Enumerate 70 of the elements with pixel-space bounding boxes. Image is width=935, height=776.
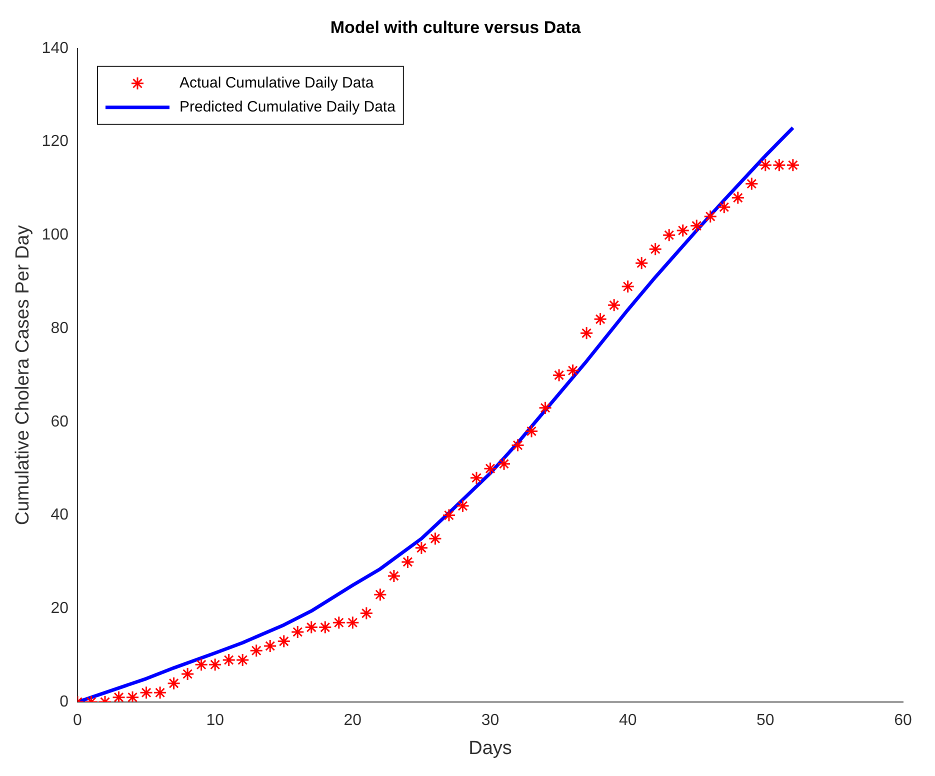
y-tick-label: 20 (50, 600, 69, 618)
x-tick-label: 20 (344, 712, 362, 730)
point (236, 653, 250, 667)
point (290, 625, 304, 639)
point (414, 541, 428, 555)
point (594, 312, 608, 326)
point (180, 667, 194, 681)
point (194, 658, 208, 672)
point (153, 686, 167, 700)
point (607, 298, 621, 312)
point (277, 634, 291, 648)
point (332, 616, 346, 630)
point (208, 658, 222, 672)
x-tick-label: 0 (73, 712, 82, 730)
point (621, 280, 635, 294)
y-tick-label: 0 (60, 693, 69, 710)
legend-label: Actual Cumulative Daily Data (179, 74, 374, 92)
point (400, 555, 414, 569)
point (511, 438, 525, 452)
point (222, 653, 236, 667)
point (786, 158, 800, 172)
y-tick-label: 80 (50, 320, 69, 337)
y-tick-label: 140 (42, 40, 69, 57)
legend-label: Predicted Cumulative Daily Data (179, 98, 396, 116)
y-tick-label: 100 (42, 226, 69, 244)
point (690, 219, 704, 233)
point (470, 471, 484, 485)
point (580, 326, 594, 340)
y-axis-title: Cumulative Cholera Cases Per Day (12, 224, 34, 526)
point (112, 690, 126, 702)
point (387, 569, 401, 583)
point (552, 368, 566, 382)
point (140, 686, 154, 700)
x-axis-title: Days (468, 738, 512, 759)
x-tick-label: 50 (756, 712, 774, 730)
point (346, 616, 360, 630)
point (456, 499, 470, 513)
x-tick-label: 10 (206, 712, 224, 730)
y-tick-label: 120 (42, 133, 69, 150)
point (524, 424, 538, 438)
point (744, 177, 758, 191)
point (772, 158, 786, 172)
point (676, 224, 690, 238)
point (263, 639, 277, 653)
point (304, 620, 318, 634)
y-tick-label: 60 (50, 413, 69, 430)
chart-title: Model with culture versus Data (330, 18, 582, 37)
x-tick-label: 60 (894, 712, 912, 730)
x-tick-label: 30 (481, 712, 500, 730)
point (126, 690, 140, 702)
point (566, 364, 580, 378)
point (373, 588, 387, 602)
point (360, 606, 374, 620)
point (704, 210, 718, 224)
point (497, 457, 511, 471)
x-tick-label: 40 (618, 712, 637, 730)
point (167, 676, 181, 690)
point (648, 242, 662, 256)
point (717, 200, 731, 214)
y-tick-label: 40 (50, 506, 69, 524)
point (250, 644, 264, 658)
point (442, 508, 456, 522)
point (538, 401, 552, 415)
point (484, 462, 497, 476)
point (731, 191, 745, 205)
point (662, 228, 676, 242)
point (318, 620, 332, 634)
point (428, 532, 442, 546)
point (758, 158, 772, 172)
point (634, 256, 648, 270)
